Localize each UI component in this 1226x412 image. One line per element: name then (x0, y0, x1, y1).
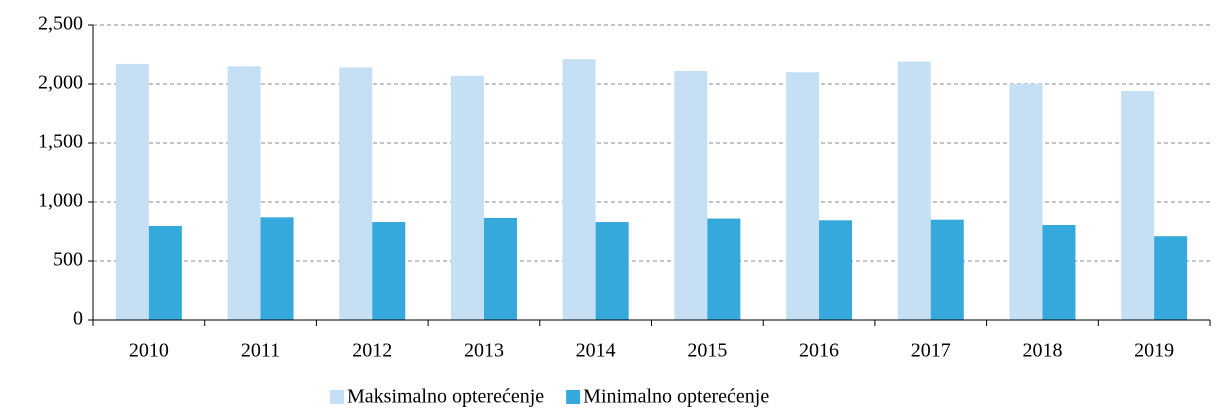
x-tick-label: 2019 (1134, 340, 1174, 362)
bar (1042, 225, 1076, 320)
bar (450, 75, 484, 321)
bar (595, 222, 629, 320)
bar (897, 61, 931, 321)
legend-swatch (566, 390, 581, 404)
bar (339, 67, 373, 320)
bar (707, 218, 741, 320)
x-tick-label: 2011 (241, 340, 280, 362)
x-tick-label: 2016 (799, 340, 839, 362)
legend-swatch (330, 390, 344, 404)
x-tick-label: 2012 (352, 340, 392, 362)
bar (1121, 91, 1155, 320)
y-tick-label: 1,000 (38, 190, 83, 212)
bar (930, 219, 964, 320)
bar (227, 66, 261, 320)
bar (786, 72, 820, 320)
x-tick-label: 2013 (464, 340, 504, 362)
bar (483, 217, 517, 320)
bar (562, 59, 596, 320)
x-tick-label: 2017 (911, 340, 951, 362)
y-tick-label: 2,500 (38, 13, 83, 35)
bar (1154, 236, 1188, 320)
y-tick-label: 500 (53, 249, 83, 271)
legend-label: Minimalno opterećenje (583, 386, 769, 408)
x-tick-label: 2015 (687, 340, 727, 362)
bar (148, 225, 182, 320)
bar (115, 63, 149, 320)
y-tick-label: 2,000 (38, 72, 83, 94)
x-tick-label: 2010 (129, 340, 169, 362)
x-tick-label: 2018 (1022, 340, 1062, 362)
bar (674, 71, 708, 321)
y-tick-label: 0 (73, 308, 83, 330)
bar (372, 222, 406, 320)
y-tick-label: 1,500 (38, 131, 83, 153)
legend-label: Maksimalno opterećenje (347, 386, 544, 408)
x-tick-label: 2014 (576, 340, 616, 362)
bar (1009, 84, 1043, 320)
bar (819, 220, 853, 320)
bar (260, 217, 294, 320)
